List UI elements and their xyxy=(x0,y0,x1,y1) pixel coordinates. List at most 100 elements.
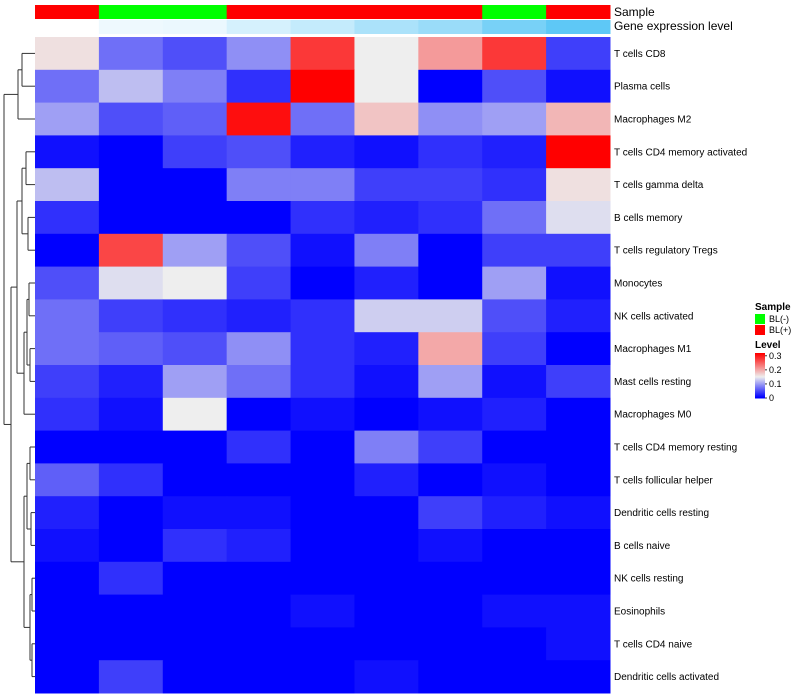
heatmap-cell xyxy=(290,201,355,235)
heatmap-cell xyxy=(290,561,355,596)
level-legend-gradient-step xyxy=(755,375,765,377)
level-legend-gradient-step xyxy=(755,357,765,359)
heatmap-cell xyxy=(354,102,419,136)
row-label: T cells CD8 xyxy=(614,49,666,60)
level-legend-tick-label: 0 xyxy=(769,393,774,403)
level-legend-gradient-step xyxy=(755,394,765,396)
heatmap-cell xyxy=(35,102,100,136)
level-legend-gradient-step xyxy=(755,379,765,381)
heatmap-cell xyxy=(546,496,611,530)
row-label: Dendritic cells resting xyxy=(614,508,709,519)
heatmap-cell xyxy=(98,430,164,464)
heatmap-cell xyxy=(35,69,100,104)
heatmap-cell xyxy=(418,135,483,169)
heatmap-cell xyxy=(418,594,483,628)
heatmap-cell xyxy=(546,397,611,432)
heatmap-cell xyxy=(162,660,228,694)
heatmap-cell xyxy=(418,561,483,596)
heatmap-cell xyxy=(226,201,292,235)
heatmap-cell xyxy=(35,201,100,235)
heatmap-cell xyxy=(162,332,228,366)
heatmap-cell xyxy=(162,496,228,530)
heatmap-cell xyxy=(418,627,483,661)
row-dendrogram xyxy=(3,52,35,678)
level-legend-gradient-step xyxy=(755,384,765,386)
heatmap-cell xyxy=(290,660,355,694)
level-legend-gradient-step xyxy=(755,376,765,378)
level-annotation-cell xyxy=(98,20,164,34)
heatmap-cell xyxy=(290,496,355,530)
level-legend-gradient-step xyxy=(755,380,765,382)
heatmap-cell xyxy=(546,266,611,300)
heatmap-cell xyxy=(35,594,100,628)
level-annotation-cell xyxy=(482,20,547,34)
heatmap-cell xyxy=(482,233,547,268)
heatmap-cell xyxy=(226,365,292,399)
heatmap-cell xyxy=(482,102,547,136)
heatmap-cell xyxy=(290,627,355,661)
heatmap-cell xyxy=(290,594,355,628)
level-annotation-cell xyxy=(546,20,611,34)
heatmap-cell xyxy=(482,365,547,399)
heatmap-cell xyxy=(482,594,547,628)
heatmap-cell xyxy=(226,627,292,661)
heatmap-cell xyxy=(546,430,611,464)
sample-legend-title: Sample xyxy=(755,302,791,313)
heatmap-cell xyxy=(546,332,611,366)
level-legend-gradient-step xyxy=(755,390,765,392)
level-legend-gradient-step xyxy=(755,365,765,367)
heatmap-cell xyxy=(35,135,100,169)
level-annotation-cell xyxy=(226,20,292,34)
row-label: T cells gamma delta xyxy=(614,180,704,191)
heatmap-cell xyxy=(482,201,547,235)
heatmap-cell xyxy=(354,594,419,628)
heatmap-cell xyxy=(162,266,228,300)
heatmap-cell xyxy=(98,266,164,300)
heatmap-cell xyxy=(354,397,419,432)
heatmap-cell xyxy=(418,168,483,202)
heatmap-cell xyxy=(354,496,419,530)
heatmap-cell xyxy=(482,430,547,464)
row-labels: T cells CD8 Plasma cells Macrophages M2 T c… xyxy=(614,49,747,683)
level-annotation-cell xyxy=(35,20,100,34)
heatmap-cell xyxy=(354,529,419,563)
heatmap-cell xyxy=(354,233,419,268)
sample-annotation-cell xyxy=(546,5,611,19)
heatmap-cell xyxy=(418,496,483,530)
heatmap-cell xyxy=(546,168,611,202)
heatmap-cell xyxy=(35,463,100,497)
heatmap-cell xyxy=(162,430,228,464)
heatmap-cell xyxy=(546,135,611,169)
row-label: Macrophages M1 xyxy=(614,344,692,355)
level-legend-gradient-step xyxy=(755,372,765,374)
level-annotation-cell xyxy=(290,20,355,34)
heatmap-cell xyxy=(35,299,100,333)
heatmap-cell xyxy=(98,102,164,136)
heatmap-cell xyxy=(98,529,164,563)
heatmap-cell xyxy=(482,660,547,694)
heatmap-cell xyxy=(418,660,483,694)
heatmap-cell xyxy=(162,168,228,202)
row-label: B cells memory xyxy=(614,213,682,224)
heatmap-cell xyxy=(354,332,419,366)
level-legend-gradient-step xyxy=(755,370,765,372)
heatmap-cell xyxy=(98,168,164,202)
level-legend-gradient-step xyxy=(755,385,765,387)
row-label: Plasma cells xyxy=(614,82,670,93)
level-legend-title: Level xyxy=(755,340,781,351)
heatmap-cell xyxy=(162,135,228,169)
level-legend-gradient-step xyxy=(755,369,765,371)
heatmap-cell xyxy=(546,561,611,596)
heatmap-cell xyxy=(290,397,355,432)
level-legend-gradient-step xyxy=(755,366,765,368)
heatmap-cell xyxy=(290,37,355,71)
heatmap-cell xyxy=(162,463,228,497)
heatmap-cell xyxy=(290,463,355,497)
heatmap-cell xyxy=(35,365,100,399)
heatmap-cell xyxy=(482,37,547,71)
level-legend-gradient-step xyxy=(755,355,765,357)
heatmap-cell xyxy=(162,594,228,628)
heatmap-cell xyxy=(98,660,164,694)
heatmap-cell xyxy=(482,529,547,563)
